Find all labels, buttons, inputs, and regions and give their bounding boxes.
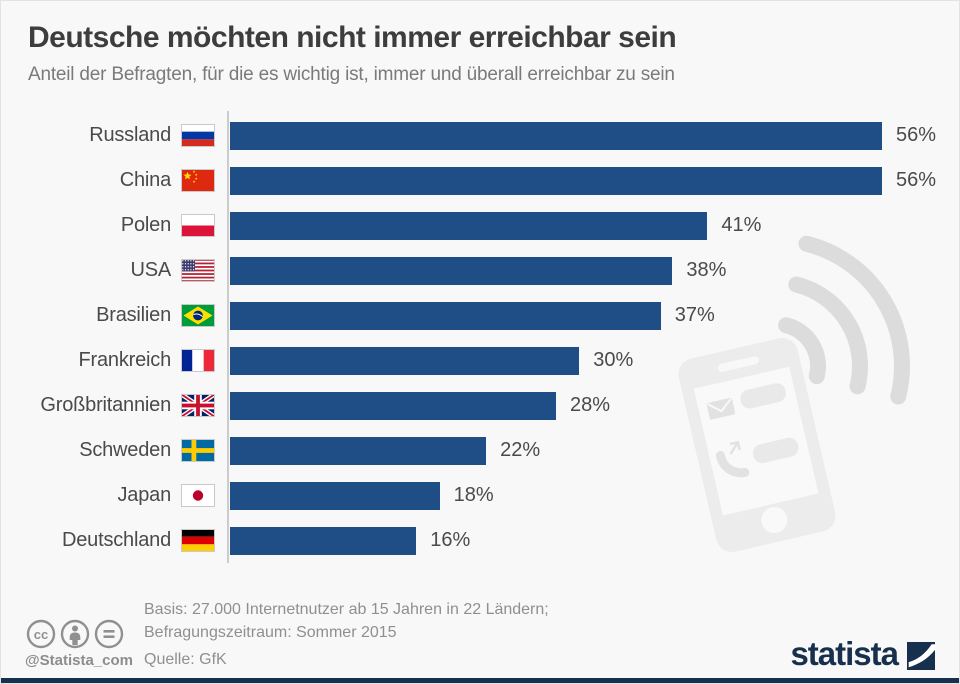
flag-fr-icon	[181, 349, 215, 372]
page-subtitle: Anteil der Befragten, für die es wichtig…	[28, 64, 675, 85]
svg-text:cc: cc	[34, 627, 48, 642]
value-label: 38%	[686, 259, 727, 281]
value-label: 16%	[430, 529, 471, 551]
country-label: Frankreich	[78, 349, 172, 371]
source-note: Quelle: GfK	[144, 651, 227, 668]
value-label: 30%	[593, 349, 634, 371]
bar	[230, 436, 487, 465]
country-label: Deutschland	[62, 529, 171, 551]
bar	[230, 211, 708, 240]
chart-row: Russland 56%	[1, 113, 959, 158]
survey-period-note: Befragungszeitraum: Sommer 2015	[144, 624, 397, 641]
country-label: Polen	[120, 214, 171, 236]
chart-row: USA 38%	[1, 248, 959, 293]
value-label: 41%	[721, 214, 762, 236]
country-label: Schweden	[79, 439, 171, 461]
speaker-slot	[717, 356, 759, 372]
country-label: Japan	[117, 484, 172, 506]
y-axis-line	[227, 111, 229, 563]
chart-row: Frankreich 30%	[1, 338, 959, 383]
flag-de-icon	[181, 529, 215, 552]
message-bubble-icon	[740, 383, 786, 409]
flag-br-icon	[181, 304, 215, 327]
cc-license-block: cc	[26, 619, 124, 649]
basis-note: Basis: 27.000 Internetnutzer ab 15 Jahre…	[144, 601, 549, 618]
bar	[230, 346, 580, 375]
bar	[230, 526, 417, 555]
chart-row: Brasilien 37%	[1, 293, 959, 338]
bar	[230, 481, 440, 510]
statista-handle: @Statista_com	[25, 652, 133, 669]
bar	[230, 301, 661, 330]
bar	[230, 256, 673, 285]
country-label: Russland	[89, 124, 171, 146]
flag-us-icon	[181, 259, 215, 282]
flag-cn-icon	[181, 169, 215, 192]
bar-chart: Russland 56% China 56% Polen 41% USA 38% Brasili…	[1, 113, 959, 563]
chart-row: Schweden 22%	[1, 428, 959, 473]
cc-icon: cc	[26, 619, 56, 649]
bar	[230, 166, 882, 195]
smartphone-watermark	[678, 235, 910, 552]
envelope-icon	[706, 397, 736, 420]
message-bubble-icon	[752, 437, 799, 464]
chart-row: China 56%	[1, 158, 959, 203]
value-label: 56%	[896, 124, 937, 146]
flag-pl-icon	[181, 214, 215, 237]
country-label: China	[119, 169, 171, 191]
home-button-icon	[761, 507, 788, 534]
page-title: Deutsche möchten nicht immer erreichbar …	[28, 21, 677, 54]
value-label: 37%	[674, 304, 715, 326]
value-label: 22%	[500, 439, 541, 461]
smartphone-icon	[678, 338, 836, 552]
statista-logo-text: statista	[790, 635, 899, 672]
chart-row: Deutschland 16%	[1, 518, 959, 563]
no-derivatives-icon	[94, 619, 124, 649]
flag-se-icon	[181, 439, 215, 462]
bar	[230, 121, 882, 150]
country-label: Brasilien	[96, 304, 171, 326]
value-label: 18%	[453, 484, 494, 506]
chart-row: Großbritannien 28%	[1, 383, 959, 428]
bar	[230, 391, 556, 420]
flag-ru-icon	[181, 124, 215, 147]
flag-jp-icon	[181, 484, 215, 507]
chart-row: Japan 18%	[1, 473, 959, 518]
phone-handset-icon	[715, 440, 750, 478]
country-label: USA	[130, 259, 171, 281]
chart-row: Polen 41%	[1, 203, 959, 248]
flag-gb-icon	[181, 394, 215, 417]
statista-logo-mark-icon	[907, 642, 935, 670]
country-label: Großbritannien	[40, 394, 171, 416]
value-label: 56%	[896, 169, 937, 191]
attribution-icon	[60, 619, 90, 649]
value-label: 28%	[570, 394, 611, 416]
bottom-accent-bar	[1, 678, 959, 683]
wifi-signal-icon	[778, 235, 910, 405]
statista-logo: statista	[790, 635, 935, 673]
